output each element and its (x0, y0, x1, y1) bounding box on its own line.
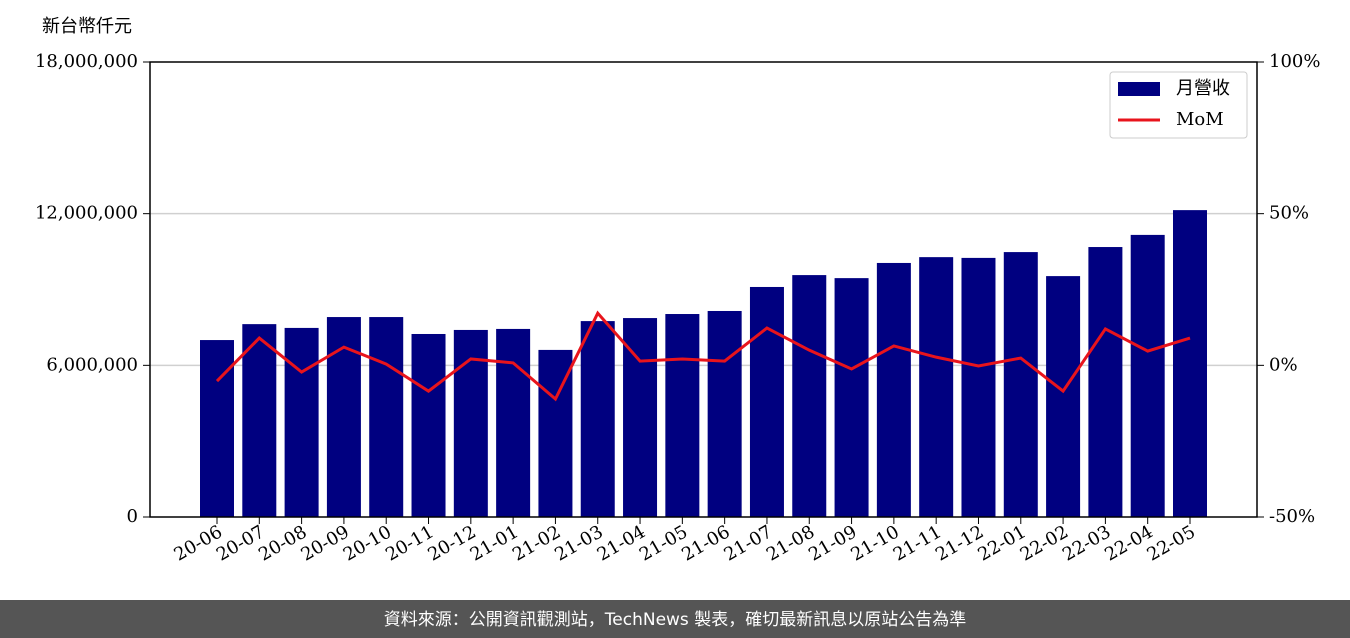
y2-tick-label: 50% (1269, 203, 1309, 224)
x-tick-label: 22-05 (1144, 521, 1199, 565)
bar (707, 310, 742, 517)
footer-text: 資料來源：公開資訊觀測站，TechNews 製表，確切最新訊息以原站公告為準 (384, 610, 966, 630)
bar (411, 333, 446, 517)
bar (961, 257, 996, 517)
bar (580, 321, 615, 517)
bar (1088, 247, 1123, 518)
y-axis-label: 新台幣仟元 (42, 16, 132, 37)
bar (623, 318, 658, 517)
y-tick-label: 6,000,000 (46, 354, 138, 375)
legend-swatch (1118, 82, 1160, 96)
y2-tick-label: 0% (1269, 354, 1298, 375)
bar (200, 340, 234, 517)
y-tick-label: 0 (127, 506, 138, 527)
bar (242, 324, 277, 517)
y-tick-label: 18,000,000 (35, 51, 138, 72)
bar (749, 286, 784, 517)
y-tick-label: 12,000,000 (35, 203, 138, 224)
bar (1003, 252, 1038, 518)
bar (1173, 210, 1207, 517)
bar (1130, 234, 1165, 517)
bar (919, 257, 954, 517)
bar (792, 275, 827, 517)
bar (369, 317, 404, 517)
y2-tick-label: -50% (1269, 506, 1315, 527)
legend-label: 月營收 (1176, 78, 1230, 99)
y2-tick-label: 100% (1269, 51, 1320, 72)
bar (496, 328, 531, 517)
line (215, 310, 1191, 402)
plot-frame (149, 61, 1258, 518)
bar (834, 278, 869, 517)
bar (876, 262, 911, 517)
bar (284, 327, 319, 517)
bar (665, 314, 700, 517)
footer-bar (0, 600, 1350, 638)
legend-label: MoM (1176, 109, 1224, 130)
bar (1046, 276, 1081, 517)
